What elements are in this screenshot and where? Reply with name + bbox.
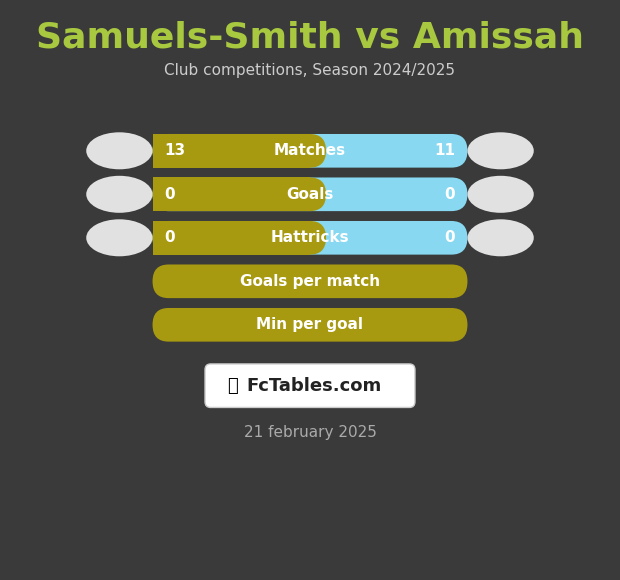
- FancyBboxPatch shape: [153, 308, 467, 342]
- Text: 📊: 📊: [227, 376, 238, 395]
- Text: Goals per match: Goals per match: [240, 274, 380, 289]
- Ellipse shape: [86, 132, 153, 169]
- FancyBboxPatch shape: [205, 364, 415, 407]
- Ellipse shape: [86, 176, 153, 213]
- Text: 11: 11: [434, 143, 455, 158]
- Text: Club competitions, Season 2024/2025: Club competitions, Season 2024/2025: [164, 63, 456, 78]
- FancyBboxPatch shape: [153, 221, 467, 255]
- Text: 0: 0: [165, 230, 175, 245]
- Ellipse shape: [467, 176, 534, 213]
- Text: 21 february 2025: 21 february 2025: [244, 425, 376, 440]
- FancyBboxPatch shape: [153, 134, 326, 168]
- Text: 0: 0: [445, 187, 455, 202]
- Text: 0: 0: [445, 230, 455, 245]
- Text: Samuels-Smith vs Amissah: Samuels-Smith vs Amissah: [36, 21, 584, 55]
- Ellipse shape: [467, 132, 534, 169]
- Text: Min per goal: Min per goal: [257, 317, 363, 332]
- FancyBboxPatch shape: [153, 221, 326, 255]
- FancyBboxPatch shape: [153, 177, 326, 211]
- Text: Hattricks: Hattricks: [271, 230, 349, 245]
- Text: 13: 13: [165, 143, 186, 158]
- FancyBboxPatch shape: [153, 264, 467, 298]
- Text: FcTables.com: FcTables.com: [247, 376, 382, 395]
- Bar: [153, 177, 310, 211]
- FancyBboxPatch shape: [153, 177, 467, 211]
- FancyBboxPatch shape: [153, 134, 467, 168]
- Bar: [153, 221, 310, 255]
- Ellipse shape: [86, 219, 153, 256]
- Text: Goals: Goals: [286, 187, 334, 202]
- Ellipse shape: [467, 219, 534, 256]
- Text: 0: 0: [165, 187, 175, 202]
- Bar: [153, 134, 310, 168]
- Text: Matches: Matches: [274, 143, 346, 158]
